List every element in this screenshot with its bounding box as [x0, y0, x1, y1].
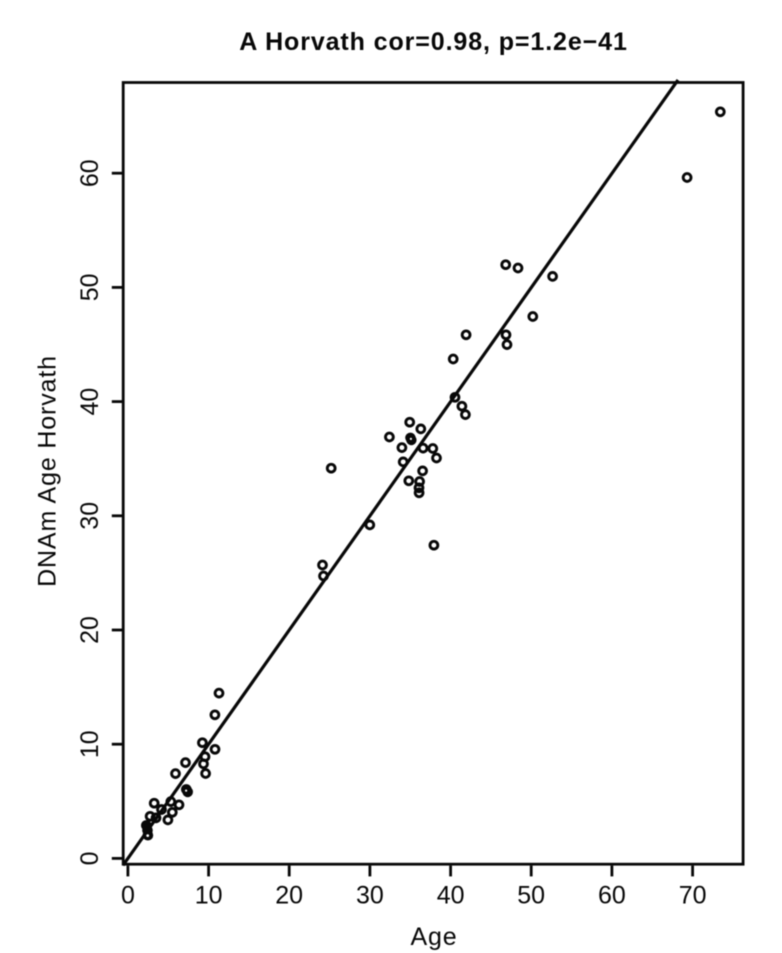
svg-text:60: 60 — [76, 159, 104, 187]
svg-text:50: 50 — [76, 273, 104, 301]
svg-text:10: 10 — [195, 882, 223, 910]
svg-text:0: 0 — [121, 882, 135, 910]
svg-text:60: 60 — [598, 882, 626, 910]
svg-text:DNAm Age Horvath: DNAm Age Horvath — [34, 355, 62, 587]
svg-text:40: 40 — [76, 388, 104, 416]
svg-text:0: 0 — [76, 851, 104, 865]
svg-text:30: 30 — [356, 882, 384, 910]
svg-text:20: 20 — [275, 882, 303, 910]
svg-text:50: 50 — [517, 882, 545, 910]
svg-text:70: 70 — [679, 882, 707, 910]
svg-text:20: 20 — [76, 616, 104, 644]
svg-text:A Horvath cor=0.98, p=1.2e−41: A Horvath cor=0.98, p=1.2e−41 — [239, 28, 628, 56]
svg-text:40: 40 — [437, 882, 465, 910]
svg-text:10: 10 — [76, 730, 104, 758]
svg-text:30: 30 — [76, 502, 104, 530]
svg-text:Age: Age — [411, 923, 458, 951]
